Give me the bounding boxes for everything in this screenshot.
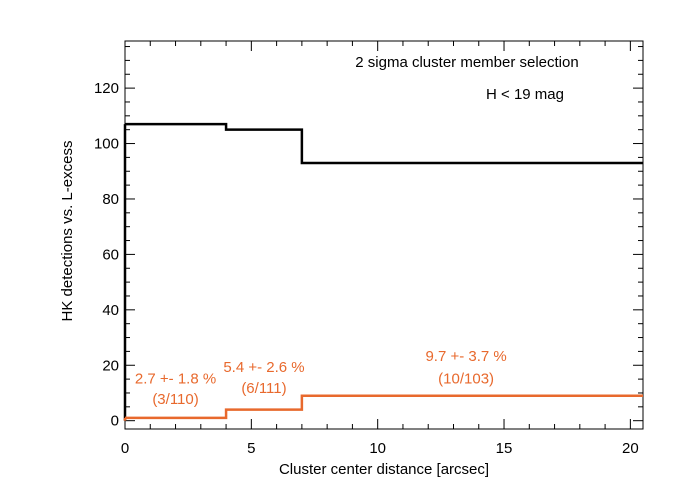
y-tick-label: 100 [94, 136, 119, 153]
y-axis-title: HK detections vs. L-excess [59, 141, 76, 322]
x-tick-label: 10 [369, 440, 386, 457]
x-tick-label: 20 [622, 440, 639, 457]
y-tick-label: 0 [111, 413, 119, 430]
data-label: 2.7 +- 1.8 % [135, 370, 216, 387]
y-tick-label: 80 [102, 191, 119, 208]
data-label: (10/103) [438, 370, 494, 387]
data-label: 9.7 +- 3.7 % [425, 348, 506, 365]
data-labels: 2.7 +- 1.8 % (3/110) 5.4 +- 2.6 % (6/111) 9.… [135, 348, 507, 408]
data-label: (6/111) [241, 380, 286, 397]
series-line-0 [125, 122, 643, 165]
x-tick-label: 0 [121, 440, 129, 457]
tick-labels: 0 5 10 15 20 0 20 40 60 80 100 120 [94, 80, 639, 457]
x-tick-label: 5 [247, 440, 255, 457]
x-tick-label: 15 [496, 440, 513, 457]
annotation-magnitude: H < 19 mag [486, 86, 564, 103]
y-tick-label: 20 [102, 357, 119, 374]
data-label: (3/110) [152, 391, 198, 408]
y-tick-label: 40 [102, 302, 119, 319]
data-label: 5.4 +- 2.6 % [223, 359, 304, 376]
y-tick-label: 60 [102, 246, 119, 263]
series-layer [123, 122, 643, 421]
x-axis-title: Cluster center distance [arcsec] [279, 461, 489, 478]
annotation-title: 2 sigma cluster member selection [355, 54, 578, 71]
series-line-1 [125, 394, 643, 420]
y-tick-label: 120 [94, 80, 119, 97]
